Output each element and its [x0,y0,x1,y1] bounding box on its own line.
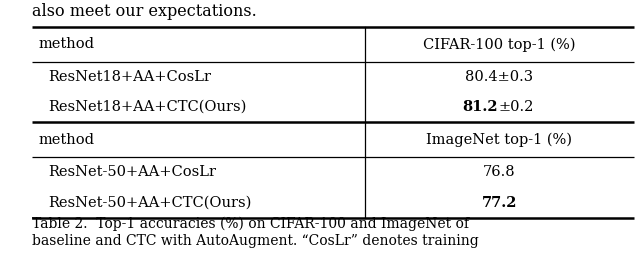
Text: 81.2: 81.2 [462,100,498,114]
Text: CIFAR-100 top-1 (%): CIFAR-100 top-1 (%) [423,37,575,52]
Text: ResNet18+AA+CTC(Ours): ResNet18+AA+CTC(Ours) [48,100,246,114]
Text: ImageNet top-1 (%): ImageNet top-1 (%) [426,132,572,147]
Text: ResNet-50+AA+CTC(Ours): ResNet-50+AA+CTC(Ours) [48,196,252,210]
Text: method: method [38,38,95,51]
Text: ResNet18+AA+CosLr: ResNet18+AA+CosLr [48,70,211,84]
Text: also meet our expectations.: also meet our expectations. [32,3,257,20]
Text: Table 2.  Top-1 accuracies (%) on CIFAR-100 and ImageNet of: Table 2. Top-1 accuracies (%) on CIFAR-1… [32,217,469,231]
Text: 80.4±0.3: 80.4±0.3 [465,70,533,84]
Text: 77.2: 77.2 [481,196,517,210]
Text: baseline and CTC with AutoAugment. “CosLr” denotes training: baseline and CTC with AutoAugment. “CosL… [32,234,479,248]
Text: 76.8: 76.8 [483,165,515,179]
Text: ±0.2: ±0.2 [499,100,534,114]
Text: ResNet-50+AA+CosLr: ResNet-50+AA+CosLr [48,165,216,179]
Text: method: method [38,133,95,146]
